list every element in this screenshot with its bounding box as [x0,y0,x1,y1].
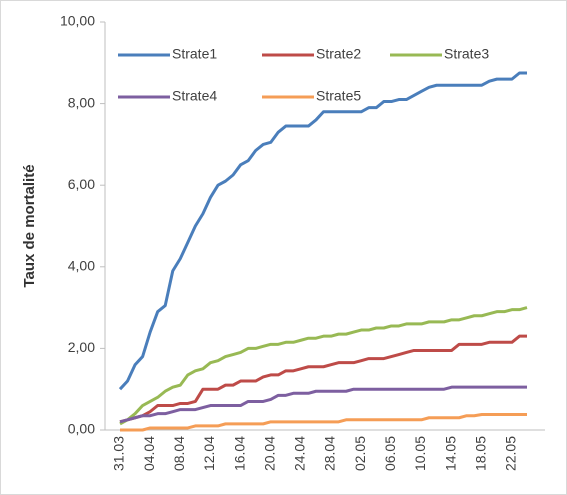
x-tick-label: 02.05 [352,436,368,471]
legend-label: Strate2 [316,46,361,62]
x-tick-label: 04.04 [141,436,157,471]
series-line [120,412,527,432]
series-line [119,306,528,426]
x-tick-label: 06.05 [382,436,398,471]
x-tick-label: 08.04 [171,436,187,471]
y-tick-label: 8,00 [68,94,95,110]
x-tick-label: 14.05 [442,436,458,471]
x-tick-label: 18.05 [472,436,488,471]
series-line [119,385,527,424]
x-tick-label: 16.04 [231,436,247,471]
series-line [119,334,527,424]
legend-label: Strate1 [172,46,217,62]
x-tick-label: 31.03 [111,436,127,471]
x-tick-label: 10.05 [412,436,428,471]
y-tick-label: 2,00 [68,339,95,355]
x-tick-label: 24.04 [292,436,308,471]
legend-label: Strate4 [172,88,217,104]
y-axis-title: Taux de mortalité [21,164,38,287]
legend-label: Strate3 [444,46,489,62]
y-tick-label: 10,00 [60,13,95,29]
x-tick-label: 22.05 [503,436,519,471]
x-tick-label: 28.04 [322,436,338,471]
y-tick-label: 4,00 [68,258,95,274]
y-tick-label: 6,00 [68,176,95,192]
x-tick-label: 20.04 [261,436,277,471]
legend-label: Strate5 [316,88,361,104]
y-tick-label: 0,00 [68,421,95,437]
x-tick-label: 12.04 [201,436,217,471]
series-line [118,71,527,391]
